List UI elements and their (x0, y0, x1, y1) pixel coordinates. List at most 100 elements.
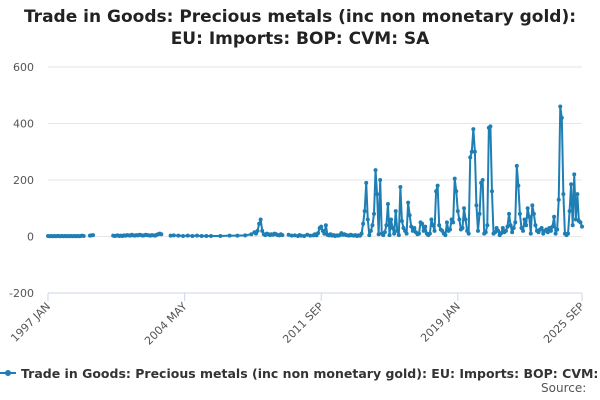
data-point (566, 231, 571, 236)
data-point (378, 178, 383, 182)
data-point (573, 217, 578, 222)
data-point (430, 223, 435, 228)
data-point (475, 228, 480, 233)
data-point (359, 231, 364, 236)
data-point (249, 232, 254, 237)
data-point (472, 149, 477, 154)
data-point (485, 223, 490, 228)
data-point (376, 232, 381, 237)
data-point (511, 226, 516, 231)
data-point (552, 214, 557, 219)
data-point (322, 231, 327, 236)
data-point (500, 226, 505, 231)
y-tick-label: 600 (13, 61, 34, 74)
data-point (505, 224, 510, 229)
data-point (384, 223, 389, 228)
data-point (176, 233, 181, 238)
data-point (404, 231, 409, 236)
data-point (289, 233, 294, 238)
data-point (517, 211, 522, 216)
data-point (575, 192, 580, 197)
data-point (373, 168, 378, 173)
data-point (513, 220, 518, 225)
data-point (407, 213, 412, 218)
data-point (302, 233, 307, 238)
data-point (454, 189, 459, 194)
data-point (429, 217, 434, 222)
series-line-group (47, 105, 583, 238)
data-point (409, 224, 414, 229)
data-point (361, 221, 366, 226)
data-point (362, 209, 367, 214)
data-point (371, 211, 376, 216)
data-point (528, 231, 533, 236)
data-point (580, 224, 584, 229)
data-point (370, 223, 375, 228)
data-point (305, 232, 310, 237)
data-point (460, 226, 465, 231)
data-point (553, 231, 558, 236)
data-point (550, 224, 555, 229)
data-point (227, 233, 232, 238)
data-point (280, 233, 285, 238)
y-axis: -200 0 200 400 600 (9, 61, 34, 300)
data-point (457, 217, 462, 222)
data-point (444, 220, 449, 225)
x-tick-label: 2019 JAN (418, 300, 463, 345)
data-point (567, 209, 572, 214)
data-point (364, 180, 369, 185)
data-point (316, 231, 321, 236)
data-point (435, 183, 440, 188)
data-point (572, 172, 577, 177)
legend-line-icon (0, 370, 16, 376)
data-point (434, 189, 439, 194)
data-point (199, 233, 204, 238)
data-point (503, 228, 508, 233)
data-point (308, 233, 313, 238)
x-tick-label: 2004 MAY (142, 300, 190, 348)
x-axis: 1997 JAN 2004 MAY 2011 SEP 2019 JAN 2025 SEP (8, 292, 587, 348)
data-point (235, 233, 240, 238)
data-point (368, 228, 373, 233)
data-point (561, 192, 566, 197)
data-point (185, 233, 190, 238)
data-point (181, 233, 186, 238)
data-point (533, 223, 538, 228)
data-point (218, 233, 223, 238)
data-point (81, 233, 86, 238)
data-point (399, 218, 404, 223)
data-point (393, 209, 398, 214)
data-point (427, 231, 432, 236)
data-point (406, 200, 411, 205)
y-tick-label: 400 (13, 118, 34, 131)
data-point (578, 220, 583, 225)
data-point (387, 233, 392, 238)
series-line (288, 105, 583, 237)
data-point (514, 163, 519, 168)
data-point (469, 149, 474, 154)
data-point (493, 230, 498, 235)
data-point (171, 233, 176, 238)
data-point (389, 217, 394, 222)
data-point (548, 228, 553, 233)
data-point (443, 233, 448, 238)
data-point (91, 233, 96, 238)
data-point (507, 211, 512, 216)
data-point (390, 226, 395, 231)
data-point (412, 226, 417, 231)
data-point (466, 231, 471, 236)
data-point (385, 202, 390, 207)
data-point (524, 223, 529, 228)
data-point (257, 221, 262, 226)
data-point (570, 223, 575, 228)
data-point (558, 104, 563, 109)
data-point (243, 233, 248, 238)
data-point (556, 197, 561, 202)
data-point (452, 176, 457, 181)
data-point (190, 233, 195, 238)
y-tick-label: 0 (27, 231, 34, 244)
legend-item[interactable]: Trade in Goods: Precious metals (inc non… (0, 364, 600, 382)
data-point (365, 217, 370, 222)
data-point (488, 124, 493, 129)
